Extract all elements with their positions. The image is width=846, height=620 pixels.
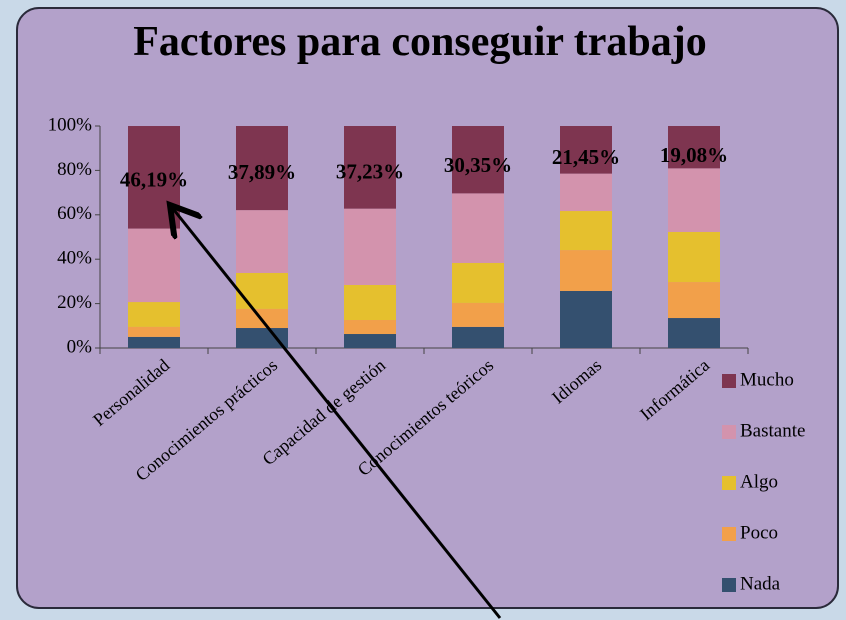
bar-segment xyxy=(452,126,504,194)
chart-title: Factores para conseguir trabajo xyxy=(133,19,707,65)
bar-segment xyxy=(236,210,288,273)
arrow xyxy=(170,205,502,619)
bar-segment xyxy=(668,318,720,348)
legend-label: Nada xyxy=(740,573,781,594)
bar-segment xyxy=(344,320,396,335)
data-label: 21,45% xyxy=(552,145,620,169)
bar-segment xyxy=(128,302,180,327)
legend-label: Bastante xyxy=(740,420,805,441)
bar-segment xyxy=(452,302,504,327)
bar-segment xyxy=(668,282,720,319)
legend-label: Mucho xyxy=(740,369,794,390)
legend-label: Poco xyxy=(740,522,778,543)
data-label: 30,35% xyxy=(444,153,512,177)
bar-segment xyxy=(236,126,288,211)
chart-panel xyxy=(16,7,839,609)
bar-segment xyxy=(236,328,288,348)
legend-swatch xyxy=(722,425,736,439)
bar-segment xyxy=(236,272,288,309)
legend-swatch xyxy=(722,476,736,490)
legend-swatch xyxy=(722,374,736,388)
y-tick-label: 60% xyxy=(57,203,92,224)
bar-segment xyxy=(344,208,396,285)
y-tick-label: 20% xyxy=(57,292,92,313)
bar-segment xyxy=(668,231,720,283)
data-label: 46,19% xyxy=(120,167,188,191)
y-tick-label: 100% xyxy=(48,114,93,135)
bar-segment xyxy=(128,228,180,303)
bar-segment xyxy=(128,336,180,348)
bar-segment xyxy=(560,173,612,212)
bar-segment xyxy=(344,334,396,348)
legend-label: Algo xyxy=(740,471,778,492)
y-tick-label: 40% xyxy=(57,248,92,269)
bar-segment xyxy=(344,126,396,209)
y-tick-label: 80% xyxy=(57,159,92,180)
bar-segment xyxy=(128,326,180,337)
bar-segment xyxy=(668,168,720,232)
legend-swatch xyxy=(722,527,736,541)
data-label: 19,08% xyxy=(660,143,728,167)
legend-swatch xyxy=(722,578,736,592)
bar-segment xyxy=(560,126,612,174)
bar-segment xyxy=(452,326,504,348)
data-label: 37,23% xyxy=(336,159,404,183)
y-tick-label: 0% xyxy=(67,336,93,357)
bar-segment xyxy=(560,211,612,251)
bar-segment xyxy=(668,126,720,169)
data-label: 37,89% xyxy=(228,160,296,184)
bar-segment xyxy=(452,262,504,303)
bar-segment xyxy=(560,250,612,291)
bar-segment xyxy=(344,284,396,321)
bar-segment xyxy=(560,290,612,348)
bar-segment xyxy=(452,193,504,263)
